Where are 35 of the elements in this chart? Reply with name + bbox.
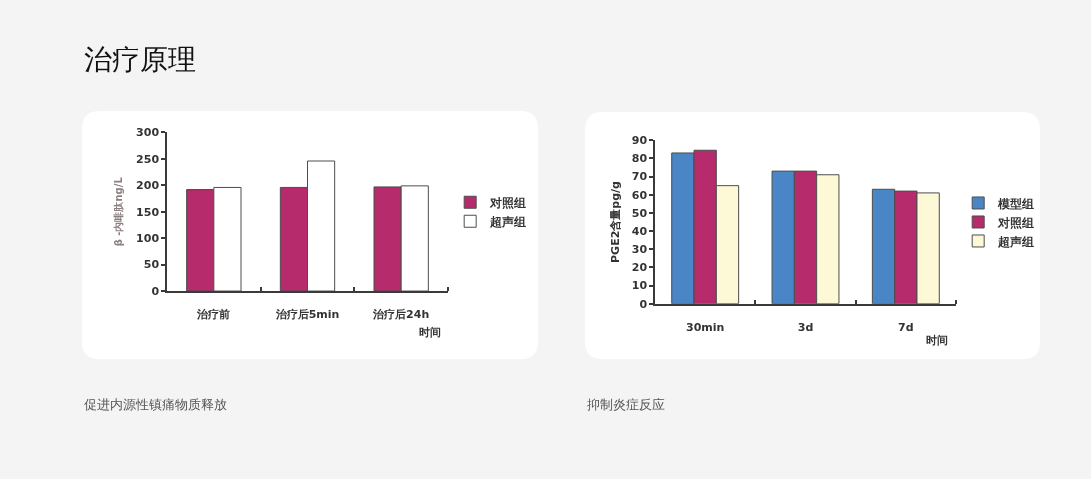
x-tick-label: 治疗后24h: [372, 308, 430, 321]
legend-label: 对照组: [489, 195, 527, 210]
x-axis-title: 时间: [926, 334, 948, 347]
y-tick-label: 200: [136, 179, 160, 193]
y-tick-label: 40: [631, 224, 648, 238]
x-tick-label: 治疗前: [196, 308, 231, 321]
y-tick-label: 10: [631, 279, 648, 293]
y-tick-label: 90: [631, 134, 648, 148]
y-axis-title: β -内啡肽ng/L: [112, 176, 124, 247]
y-tick-label: 250: [136, 152, 160, 166]
x-tick-label: 30min: [685, 320, 725, 334]
legend-label: 超声组: [997, 234, 1035, 249]
x-tick-label: 治疗后5min: [274, 308, 340, 321]
y-tick-label: 30: [631, 243, 648, 257]
y-tick-label: 150: [136, 205, 160, 219]
y-axis-title: PGE2含量pg/g: [608, 181, 622, 263]
x-tick-label: 7d: [898, 320, 914, 334]
y-tick-label: 50: [143, 258, 160, 272]
legend-label: 超声组: [489, 214, 527, 229]
y-tick-label: 0: [151, 284, 160, 298]
y-tick-label: 20: [631, 261, 648, 275]
y-tick-label: 80: [631, 152, 648, 166]
y-tick-label: 70: [631, 170, 648, 184]
legend-label: 对照组: [997, 215, 1035, 230]
y-tick-label: 0: [639, 297, 648, 311]
legend-label: 模型组: [997, 196, 1035, 211]
text: 抑制炎症反应: [587, 397, 665, 412]
y-tick-label: 100: [136, 232, 160, 246]
text: 促进内源性镇痛物质释放: [84, 397, 227, 412]
y-tick-label: 50: [631, 206, 648, 220]
x-tick-label: 3d: [797, 320, 814, 334]
x-axis-title: 时间: [419, 326, 441, 339]
y-tick-label: 300: [136, 126, 160, 140]
chart-title: 治疗原理: [84, 43, 196, 76]
y-tick-label: 60: [631, 188, 648, 202]
